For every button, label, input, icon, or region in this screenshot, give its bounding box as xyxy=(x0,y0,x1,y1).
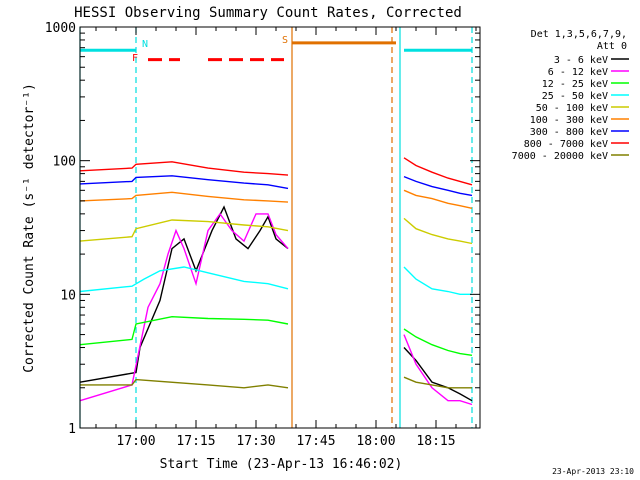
plot-area: NF S xyxy=(79,27,473,428)
x-tick-label: 17:15 xyxy=(176,434,215,449)
chart-title: HESSI Observing Summary Count Rates, Cor… xyxy=(74,5,462,21)
series-line-0 xyxy=(79,205,289,383)
x-tick-label: 18:15 xyxy=(416,434,455,449)
series-line-8 xyxy=(403,376,472,389)
series-line-1 xyxy=(403,334,473,406)
series-line-5 xyxy=(79,191,289,203)
flag-label-f: F xyxy=(132,53,138,64)
series-line-6 xyxy=(403,175,473,197)
series-line-4 xyxy=(79,219,289,242)
legend-label: 800 - 7000 keV xyxy=(524,139,608,150)
series-line-7 xyxy=(79,161,289,176)
x-tick-label: 17:00 xyxy=(116,434,155,449)
series-line-1 xyxy=(79,212,289,402)
series-line-3 xyxy=(79,266,289,293)
y-tick-label: 10 xyxy=(60,288,76,303)
series-line-2 xyxy=(79,315,289,346)
series-line-2 xyxy=(403,328,473,356)
y-tick-label: 1 xyxy=(68,422,76,437)
legend-label: 6 - 12 keV xyxy=(548,67,608,78)
series-line-7 xyxy=(403,157,473,186)
axes: 17:00 17:15 17:30 17:45 18:00 18:15 1 10 100 1000 xyxy=(45,21,481,449)
legend-label: 50 - 100 keV xyxy=(536,103,608,114)
flag-label-s: S xyxy=(282,35,288,46)
flag-label-n: N xyxy=(142,39,148,50)
legend-header: Det 1,3,5,6,7,9, xyxy=(531,29,627,40)
plot-frame xyxy=(79,26,481,429)
legend-label: 3 - 6 keV xyxy=(554,55,608,66)
series-line-3 xyxy=(403,266,472,295)
legend-label: 12 - 25 keV xyxy=(542,79,608,90)
y-tick-label: 100 xyxy=(53,155,76,170)
x-tick-label: 18:00 xyxy=(356,434,395,449)
legend-label: 300 - 800 keV xyxy=(530,127,608,138)
series-line-4 xyxy=(403,217,473,245)
series-line-8 xyxy=(80,378,289,389)
timestamp: 23-Apr-2013 23:10 xyxy=(552,467,634,476)
x-axis-label: Start Time (23-Apr-13 16:46:02) xyxy=(160,457,403,472)
x-tick-label: 17:45 xyxy=(296,434,335,449)
x-tick-label: 17:30 xyxy=(236,434,275,449)
legend-label: 100 - 300 keV xyxy=(530,115,608,126)
legend-label: 25 - 50 keV xyxy=(542,91,608,102)
y-axis-label: Corrected Count Rate (s⁻¹ detector⁻¹) xyxy=(22,83,37,373)
y-tick-label: 1000 xyxy=(45,21,76,36)
series-line-6 xyxy=(79,175,289,190)
series-line-5 xyxy=(403,189,473,209)
legend-header: Att 0 xyxy=(597,41,627,52)
legend-label: 7000 - 20000 keV xyxy=(512,151,608,162)
